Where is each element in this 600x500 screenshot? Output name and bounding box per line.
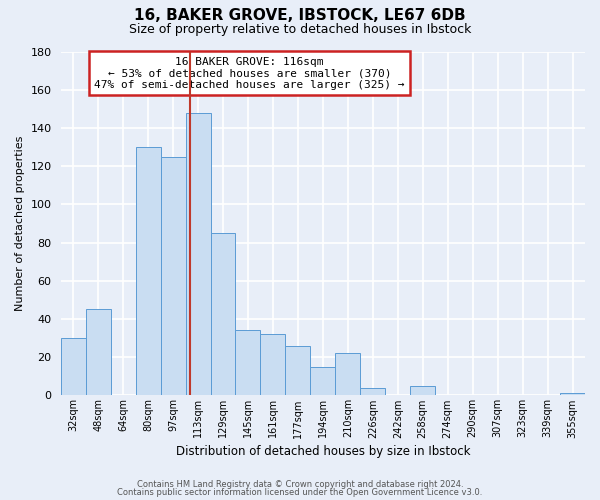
- Text: Contains HM Land Registry data © Crown copyright and database right 2024.: Contains HM Land Registry data © Crown c…: [137, 480, 463, 489]
- Text: Contains public sector information licensed under the Open Government Licence v3: Contains public sector information licen…: [118, 488, 482, 497]
- Bar: [560, 394, 585, 396]
- X-axis label: Distribution of detached houses by size in Ibstock: Distribution of detached houses by size …: [176, 444, 470, 458]
- Text: 16, BAKER GROVE, IBSTOCK, LE67 6DB: 16, BAKER GROVE, IBSTOCK, LE67 6DB: [134, 8, 466, 22]
- Bar: [260, 334, 286, 396]
- Bar: [310, 366, 335, 396]
- Bar: [161, 156, 185, 396]
- Text: Size of property relative to detached houses in Ibstock: Size of property relative to detached ho…: [129, 22, 471, 36]
- Text: 16 BAKER GROVE: 116sqm
← 53% of detached houses are smaller (370)
47% of semi-de: 16 BAKER GROVE: 116sqm ← 53% of detached…: [94, 56, 405, 90]
- Bar: [410, 386, 435, 396]
- Bar: [286, 346, 310, 396]
- Bar: [136, 147, 161, 396]
- Bar: [86, 310, 110, 396]
- Bar: [361, 388, 385, 396]
- Bar: [235, 330, 260, 396]
- Y-axis label: Number of detached properties: Number of detached properties: [15, 136, 25, 311]
- Bar: [211, 233, 235, 396]
- Bar: [185, 112, 211, 396]
- Bar: [335, 354, 361, 396]
- Bar: [61, 338, 86, 396]
